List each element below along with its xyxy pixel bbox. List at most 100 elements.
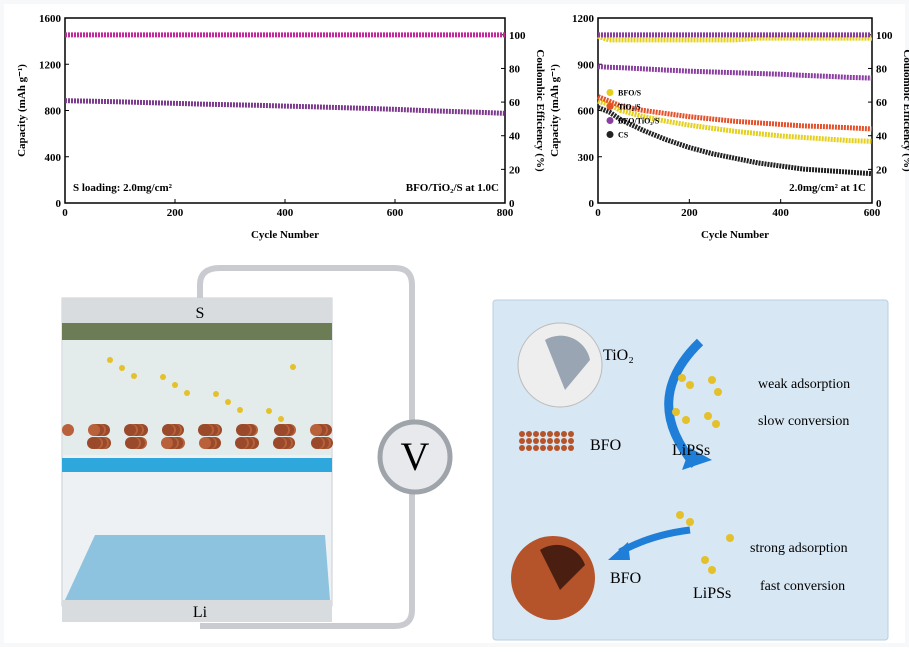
annotation: BFO/TiO₂/S at 1.0C — [406, 182, 499, 194]
y2-tick-label: 80 — [876, 63, 888, 75]
bfo-dot — [547, 445, 553, 451]
lipss-dot — [184, 390, 190, 396]
bfo-dot — [533, 431, 539, 437]
y-axis-label: Capacity (mAh g⁻¹) — [549, 64, 561, 157]
weak-label: weak adsorption — [758, 377, 850, 392]
cathode-label: S — [196, 305, 205, 322]
bfo-dot — [526, 438, 532, 444]
bfo-dot — [547, 438, 553, 444]
bfo-dot — [533, 438, 539, 444]
bfo-dot — [526, 445, 532, 451]
figure: V S Li TiO₂ BFO LiPSs weak adsorption sl… — [0, 0, 909, 647]
particle — [199, 437, 211, 449]
legend-label: CS — [618, 131, 629, 140]
bfo-dot — [561, 438, 567, 444]
x-tick-label: 600 — [387, 207, 404, 219]
particle — [162, 424, 174, 436]
x-tick-label: 400 — [277, 207, 294, 219]
particle — [198, 424, 210, 436]
x-axis-label: Cycle Number — [251, 229, 319, 241]
lipss-dot — [225, 399, 231, 405]
legend-marker — [607, 89, 614, 96]
bfo-dot — [540, 431, 546, 437]
y-tick-label: 600 — [578, 106, 595, 118]
particle — [311, 437, 323, 449]
y-tick-label: 0 — [56, 198, 62, 210]
y-tick-label: 900 — [578, 59, 595, 71]
bfo-dot — [526, 431, 532, 437]
particle — [62, 424, 74, 436]
y2-tick-label: 100 — [876, 30, 893, 42]
particle — [235, 437, 247, 449]
particle — [236, 424, 248, 436]
annotation: 2.0mg/cm² at 1C — [789, 182, 866, 194]
y2-tick-label: 60 — [509, 97, 521, 109]
particle — [274, 424, 286, 436]
y-tick-label: 300 — [578, 152, 595, 164]
slow-label: slow conversion — [758, 414, 849, 429]
lipss-dot — [160, 374, 166, 380]
bfo-dot — [519, 445, 525, 451]
y-tick-label: 400 — [45, 152, 62, 164]
legend-marker — [607, 103, 614, 110]
particle — [161, 437, 173, 449]
y2-tick-label: 0 — [509, 198, 515, 210]
bfo-dot — [554, 445, 560, 451]
y-tick-label: 1200 — [39, 59, 62, 71]
lipss-dot — [172, 382, 178, 388]
particle — [124, 424, 136, 436]
y2-axis-label: Coulombic Efficiency (%) — [534, 49, 546, 172]
y-tick-label: 1600 — [39, 13, 62, 25]
strong-label: strong adsorption — [750, 541, 848, 556]
x-axis-label: Cycle Number — [701, 229, 769, 241]
x-tick-label: 200 — [681, 207, 698, 219]
bfo-label: BFO — [610, 570, 641, 587]
fast-label: fast conversion — [760, 579, 845, 594]
bfo-dot — [540, 438, 546, 444]
anode-label: Li — [193, 604, 208, 621]
y2-tick-label: 60 — [876, 97, 888, 109]
legend-label: BFO/S — [618, 89, 642, 98]
lipss-dot — [290, 364, 296, 370]
bfo-dot — [554, 431, 560, 437]
bfo-dot — [568, 431, 574, 437]
bfo-dot — [561, 431, 567, 437]
particle — [310, 424, 322, 436]
y2-tick-label: 20 — [876, 164, 888, 176]
y2-tick-label: 20 — [509, 164, 521, 176]
y2-tick-label: 40 — [876, 131, 888, 143]
bfo-dot — [519, 431, 525, 437]
x-tick-label: 200 — [167, 207, 184, 219]
bfo-dot — [519, 438, 525, 444]
lithium-anode — [65, 535, 330, 600]
bfo-dot — [533, 445, 539, 451]
legend-marker — [607, 117, 614, 124]
particle — [87, 437, 99, 449]
voltmeter-label: V — [401, 434, 430, 479]
bfo-dot — [547, 431, 553, 437]
lipss-dot — [107, 357, 113, 363]
lipss-dot — [131, 373, 137, 379]
bfo-dot — [540, 445, 546, 451]
y-tick-label: 0 — [589, 198, 595, 210]
y-axis-label: Capacity (mAh g⁻¹) — [16, 64, 28, 157]
bfo-label: BFO — [590, 437, 621, 454]
bfo-dot — [568, 438, 574, 444]
lipss-dot — [237, 407, 243, 413]
lipss-label: LiPSs — [672, 442, 710, 459]
separator — [62, 458, 332, 472]
x-tick-label: 0 — [595, 207, 601, 219]
tio2-label: TiO₂ — [603, 347, 634, 364]
y2-tick-label: 40 — [509, 131, 521, 143]
x-tick-label: 400 — [772, 207, 789, 219]
annotation: S loading: 2.0mg/cm² — [73, 182, 173, 194]
lipss-dot — [119, 365, 125, 371]
y-tick-label: 1200 — [572, 13, 595, 25]
y-tick-label: 800 — [45, 106, 62, 118]
lipss-label: LiPSs — [693, 585, 731, 602]
y2-axis-label: Coulombic Efficiency (%) — [901, 49, 909, 172]
legend-label: BFO/TiO₂/S — [618, 117, 660, 126]
sulfur-layer — [62, 323, 332, 340]
y2-tick-label: 80 — [509, 63, 521, 75]
particle — [125, 437, 137, 449]
